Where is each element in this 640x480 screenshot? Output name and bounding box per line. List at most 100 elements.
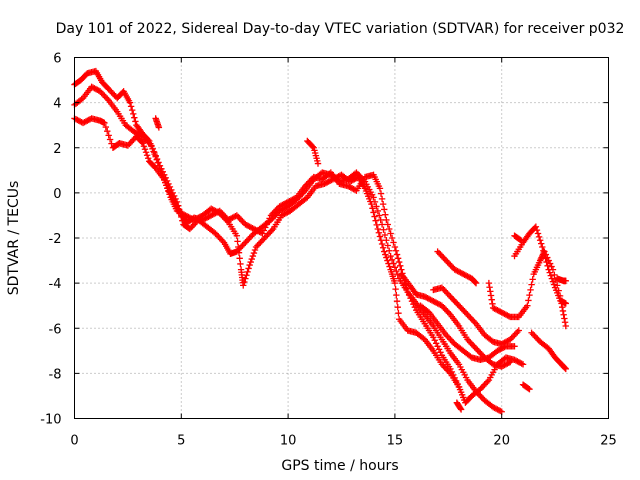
data-point xyxy=(241,278,248,286)
data-point xyxy=(472,279,480,287)
data-point xyxy=(561,315,568,322)
data-point xyxy=(380,226,387,233)
data-point xyxy=(559,307,567,315)
data-point xyxy=(384,257,391,264)
data-point xyxy=(243,272,250,279)
data-point xyxy=(457,405,464,412)
data-point xyxy=(540,247,547,254)
x-tick-label: 15 xyxy=(387,434,404,449)
data-point xyxy=(106,136,114,143)
data-point xyxy=(148,142,155,149)
data-point xyxy=(548,263,555,270)
data-point xyxy=(393,251,401,258)
data-points xyxy=(71,67,569,415)
data-point xyxy=(105,132,112,139)
data-point xyxy=(455,383,463,391)
data-point xyxy=(236,255,243,262)
x-tick-label: 20 xyxy=(493,434,510,449)
data-point xyxy=(432,340,440,347)
data-point xyxy=(391,243,399,251)
data-series xyxy=(430,284,522,348)
data-point xyxy=(370,194,377,201)
data-point xyxy=(379,244,387,251)
data-point xyxy=(376,233,384,240)
data-point xyxy=(251,246,259,254)
data-point xyxy=(162,179,169,186)
data-point xyxy=(525,385,532,392)
data-point xyxy=(161,176,168,183)
data-point xyxy=(543,258,550,266)
data-point xyxy=(368,200,375,208)
data-point xyxy=(391,279,399,287)
data-point xyxy=(369,205,376,212)
data-point xyxy=(237,260,244,268)
data-point xyxy=(547,272,555,279)
data-point xyxy=(525,297,532,304)
data-series xyxy=(519,381,533,393)
data-series xyxy=(434,248,480,287)
data-point xyxy=(385,260,392,267)
data-point xyxy=(487,288,494,295)
data-point xyxy=(538,240,545,247)
data-point xyxy=(378,221,386,228)
data-series xyxy=(528,329,569,373)
data-point xyxy=(383,216,390,224)
y-tick-label: 6 xyxy=(53,52,61,67)
data-point xyxy=(247,258,254,266)
data-point xyxy=(379,200,387,208)
data-point xyxy=(138,138,145,146)
data-point xyxy=(437,349,444,356)
data-point xyxy=(314,160,322,167)
data-point xyxy=(127,103,135,110)
axis-ticks: 0 5 10 15 20 25 -10 -8 -6 -4 -2 0 2 4 6 xyxy=(40,52,617,449)
data-point xyxy=(259,230,266,237)
data-point xyxy=(524,302,531,309)
data-point xyxy=(378,240,386,248)
data-point xyxy=(104,128,111,135)
data-point xyxy=(487,292,495,299)
data-point xyxy=(541,251,548,258)
data-point xyxy=(381,231,389,239)
data-point xyxy=(551,271,558,279)
data-point xyxy=(518,360,525,367)
data-point xyxy=(505,313,513,320)
data-point xyxy=(387,230,394,237)
data-point xyxy=(232,212,239,220)
data-point xyxy=(392,285,399,293)
data-point xyxy=(393,291,400,299)
data-point xyxy=(497,407,504,415)
data-point xyxy=(486,284,493,291)
data-point xyxy=(149,145,157,153)
x-axis-label: GPS time / hours xyxy=(281,458,398,474)
data-point xyxy=(153,155,161,163)
data-point xyxy=(392,247,400,254)
data-point xyxy=(372,217,379,224)
data-point xyxy=(309,143,316,150)
data-series xyxy=(152,115,163,131)
data-point xyxy=(382,251,389,258)
data-point xyxy=(155,159,162,166)
data-point xyxy=(249,252,257,260)
data-point xyxy=(507,358,514,366)
data-point xyxy=(108,140,115,147)
data-point xyxy=(388,234,396,242)
data-point xyxy=(140,143,148,150)
data-point xyxy=(548,275,556,282)
data-point xyxy=(378,195,386,203)
data-point xyxy=(240,282,247,289)
data-point xyxy=(430,334,437,341)
data-point xyxy=(435,346,443,353)
data-point xyxy=(384,221,391,228)
data-point xyxy=(390,239,397,246)
data-point xyxy=(485,279,493,287)
data-point xyxy=(394,303,401,311)
x-tick-label: 5 xyxy=(177,434,185,449)
data-point xyxy=(374,207,382,215)
data-point xyxy=(384,242,391,249)
data-point xyxy=(248,255,255,263)
y-axis-label: SDTVAR / TECUs xyxy=(6,181,22,296)
data-point xyxy=(558,300,565,307)
data-point xyxy=(101,119,108,127)
data-series xyxy=(71,67,527,406)
